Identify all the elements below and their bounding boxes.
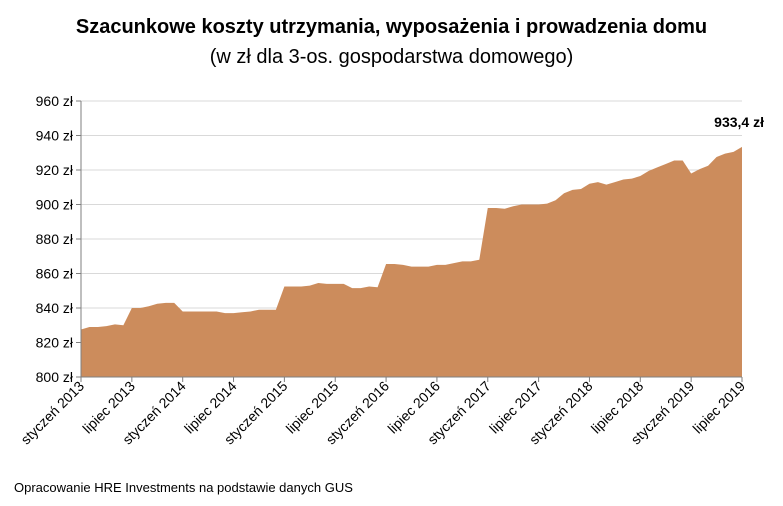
y-axis-labels: 800 zł 820 zł 840 zł 860 zł 880 zł 900 zł 920 …: [36, 93, 81, 385]
y-tick-label: 820 zł: [36, 335, 74, 351]
y-tick-label: 920 zł: [36, 162, 74, 178]
chart-area: [81, 146, 742, 377]
area-series: [81, 146, 742, 377]
chart-subtitle: (w zł dla 3-os. gospodarstwa domowego): [209, 46, 574, 68]
chart-title: Szacunkowe koszty utrzymania, wyposażeni…: [75, 16, 708, 38]
y-tick-label: 940 zł: [36, 128, 74, 144]
source-note: Opracowanie HRE Investments na podstawie…: [14, 480, 353, 495]
y-tick-label: 800 zł: [36, 369, 74, 385]
last-value-annotation: 933,4 zł: [714, 114, 764, 130]
y-tick-label: 860 zł: [36, 266, 74, 282]
y-tick-label: 840 zł: [36, 300, 74, 316]
y-tick-label: 960 zł: [36, 93, 74, 109]
annotations: 933,4 zł: [714, 114, 764, 130]
y-tick-label: 900 zł: [36, 197, 74, 213]
x-tick-label: styczeń 2013: [17, 378, 87, 448]
x-tick-label: lipiec 2019: [689, 378, 748, 437]
y-tick-label: 880 zł: [36, 231, 74, 247]
